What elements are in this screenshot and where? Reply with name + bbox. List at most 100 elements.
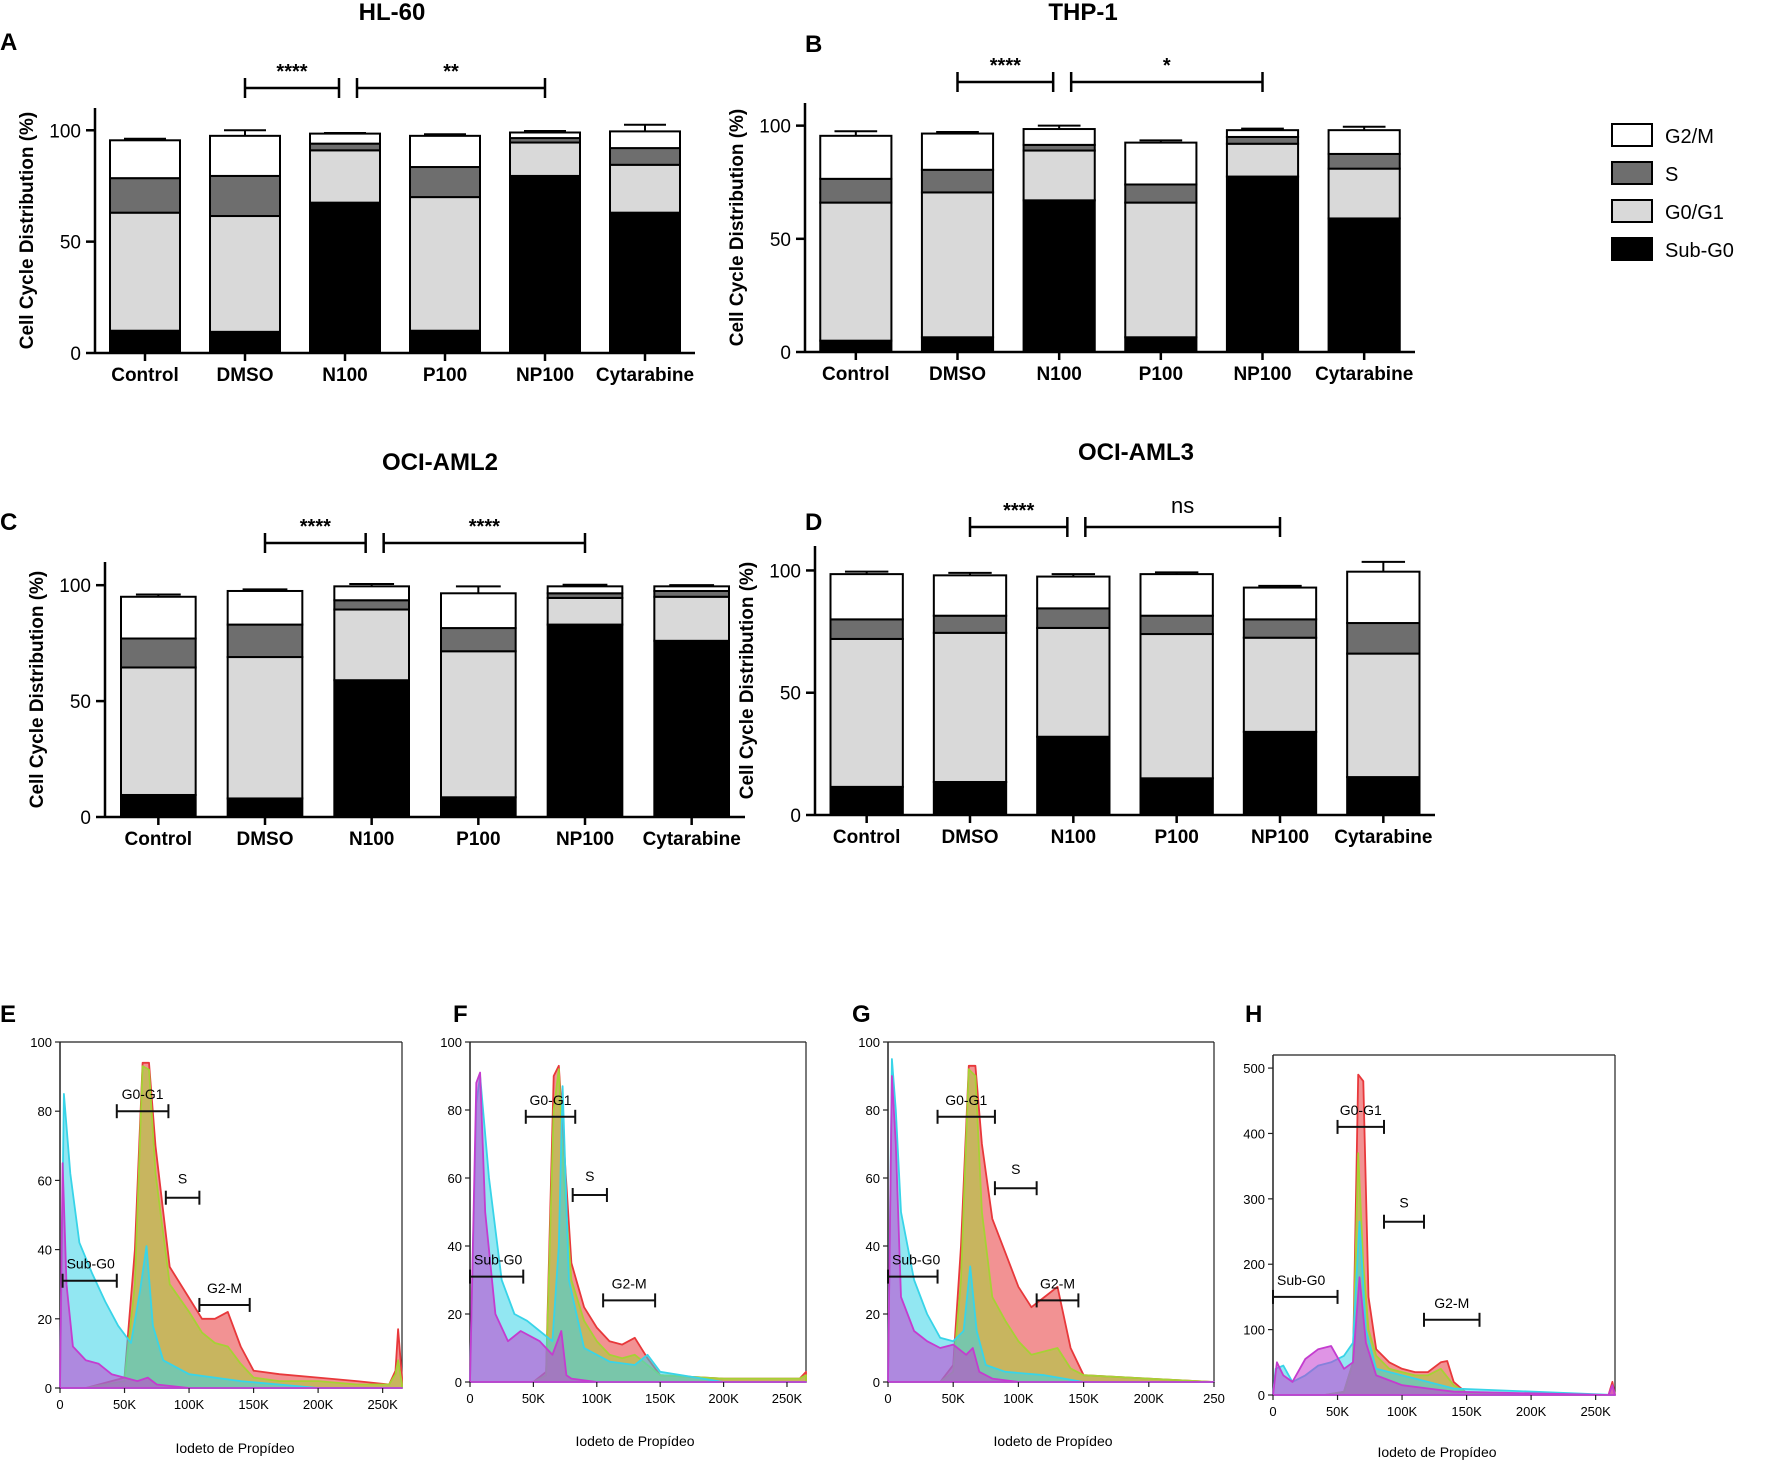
- panel-label: D: [805, 509, 822, 536]
- bar-segment: [333, 585, 411, 602]
- y-axis-label: Cell Cycle Distribution (%): [737, 562, 758, 800]
- x-tick-label: 150K: [645, 1391, 676, 1406]
- bar-segment: [1036, 735, 1111, 817]
- x-tick-label: 100K: [582, 1391, 613, 1406]
- y-tick-label: 100: [759, 117, 791, 138]
- gate-label: G2-M: [1434, 1295, 1469, 1311]
- x-tick-label: N100: [1036, 364, 1081, 385]
- bar-segment: [1022, 128, 1096, 146]
- y-tick-label: 0: [780, 343, 791, 364]
- gate-label: G0-G1: [945, 1092, 987, 1108]
- x-tick-label: Control: [125, 829, 193, 850]
- x-tick-label: 50K: [113, 1397, 136, 1412]
- bar-segment: [509, 174, 581, 354]
- significance-label: ****: [1003, 500, 1034, 522]
- chart-title: OCI-AML3: [1078, 439, 1194, 466]
- legend-swatch: [1611, 199, 1653, 223]
- bar-segment: [609, 147, 681, 166]
- x-tick-label: 250K: [1580, 1404, 1611, 1419]
- x-tick-label: 0: [884, 1391, 891, 1406]
- gate-label: S: [1399, 1195, 1408, 1211]
- histogram-F: F 0 20 40 60 80 100 0 50K 100K 150K 200K 250K Sub-G0 G…: [440, 1001, 807, 1449]
- significance-label: ns: [1171, 493, 1194, 518]
- x-tick-label: DMSO: [217, 365, 274, 386]
- panel-label: E: [0, 1001, 16, 1028]
- bar-chart-D: D OCI-AML3 0 50 100 Cell Cycle Distribution (…: [737, 439, 1435, 848]
- x-tick-label: P100: [1154, 827, 1198, 848]
- gate-label: S: [585, 1168, 594, 1184]
- x-axis-label: Iodeto de Propídeo: [575, 1433, 694, 1449]
- x-tick-label: 250: [1203, 1391, 1225, 1406]
- bar-segment: [1022, 149, 1096, 202]
- gate-label: G0-G1: [122, 1086, 164, 1102]
- bar-chart-A: A HL-60 0 50 100 Cell Cycle Distribution (%) C…: [0, 0, 695, 386]
- legend-label: Sub-G0: [1665, 240, 1734, 262]
- y-tick-label: 0: [1258, 1388, 1265, 1403]
- x-tick-label: 100K: [1387, 1404, 1418, 1419]
- y-tick-label: 100: [858, 1035, 880, 1050]
- y-tick-label: 20: [38, 1312, 52, 1327]
- bar-segment: [333, 599, 411, 611]
- x-tick-label: Cytarabine: [1315, 364, 1413, 385]
- bar-segment: [226, 656, 304, 800]
- panel-label: G: [852, 1001, 871, 1028]
- bar-segment: [1327, 129, 1401, 155]
- gate-label: G0-G1: [1340, 1102, 1382, 1118]
- bar-segment: [653, 595, 730, 642]
- x-tick-label: 0: [1269, 1404, 1276, 1419]
- bar-segment: [1036, 575, 1111, 610]
- y-tick-label: 0: [70, 344, 81, 365]
- y-tick-label: 60: [38, 1173, 52, 1188]
- gate-label: G0-G1: [530, 1092, 572, 1108]
- x-tick-label: 100K: [1003, 1391, 1034, 1406]
- bar-segment: [109, 211, 181, 332]
- bar-segment: [1242, 636, 1318, 733]
- bar-segment: [1139, 614, 1214, 636]
- gate-label: Sub-G0: [67, 1256, 115, 1272]
- bar-segment: [1346, 652, 1421, 779]
- histogram-series-magenta: [887, 1075, 1215, 1383]
- bar-segment: [309, 132, 381, 145]
- x-tick-label: NP100: [1251, 827, 1309, 848]
- x-tick-label: N100: [1051, 827, 1096, 848]
- x-tick-label: 250K: [772, 1391, 803, 1406]
- significance-label: *: [1163, 55, 1171, 77]
- x-tick-label: N100: [349, 829, 394, 850]
- bar-segment: [1242, 730, 1318, 817]
- bar-segment: [546, 596, 624, 626]
- bar-segment: [109, 329, 181, 354]
- panel-label: H: [1245, 1001, 1262, 1028]
- legend-swatch: [1611, 237, 1653, 261]
- x-tick-label: Cytarabine: [596, 365, 694, 386]
- panel-label: A: [0, 29, 17, 56]
- x-tick-label: NP100: [516, 365, 574, 386]
- x-tick-label: 0: [466, 1391, 473, 1406]
- bar-segment: [932, 574, 1008, 617]
- legend-swatch: [1611, 161, 1653, 185]
- bar-segment: [932, 614, 1008, 634]
- y-tick-label: 100: [1243, 1323, 1265, 1338]
- y-tick-label: 80: [866, 1103, 880, 1118]
- bar-segment: [109, 139, 181, 180]
- bar-segment: [1036, 626, 1111, 738]
- gate-label: G2-M: [207, 1280, 242, 1296]
- y-tick-label: 80: [38, 1104, 52, 1119]
- bar-segment: [309, 149, 381, 204]
- y-tick-label: 200: [1243, 1257, 1265, 1272]
- bar-segment: [226, 623, 304, 659]
- legend-label: G0/G1: [1665, 202, 1724, 224]
- bar-segment: [333, 608, 411, 682]
- y-tick-label: 0: [80, 808, 91, 829]
- bar-segment: [1124, 183, 1198, 204]
- y-tick-label: 60: [448, 1171, 462, 1186]
- y-tick-label: 50: [770, 230, 791, 251]
- y-tick-label: 100: [769, 561, 801, 582]
- y-tick-label: 500: [1243, 1061, 1265, 1076]
- y-tick-label: 100: [30, 1035, 52, 1050]
- bar-segment: [546, 585, 624, 595]
- bar-segment: [509, 131, 581, 140]
- y-tick-label: 50: [780, 684, 801, 705]
- bar-segment: [1242, 586, 1318, 621]
- gate-label: Sub-G0: [892, 1252, 940, 1268]
